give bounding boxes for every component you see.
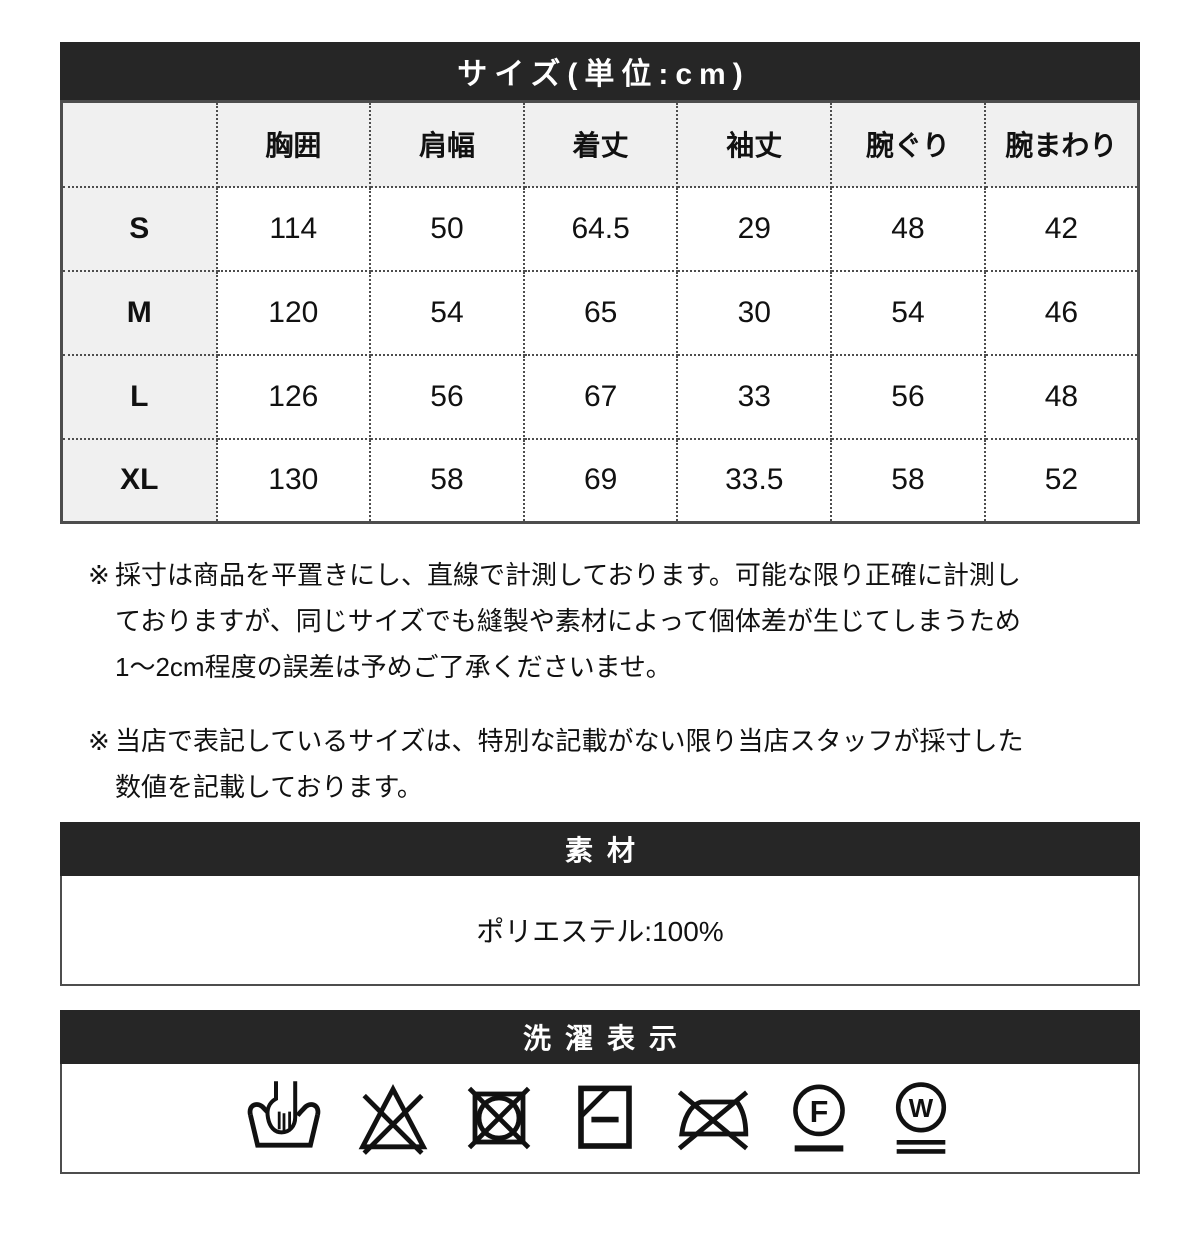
- note-line: 数値を記載しております。: [115, 772, 423, 802]
- size-value: 52: [983, 437, 1140, 524]
- size-value: 56: [369, 353, 525, 440]
- material-title-bar: 素材: [60, 822, 1140, 876]
- size-value: 30: [676, 269, 833, 356]
- note-marker: ※: [88, 560, 110, 590]
- do-not-iron-icon: [677, 1090, 749, 1151]
- dry-clean-letter: F: [810, 1095, 829, 1129]
- material-title: 素材: [564, 835, 649, 866]
- size-value: 33: [676, 353, 833, 440]
- size-value: 65: [522, 269, 679, 356]
- size-value: 69: [522, 437, 679, 524]
- care-title: 洗濯表示: [522, 1023, 691, 1054]
- size-value: 130: [215, 437, 372, 524]
- measurement-note: ※ 採寸は商品を平置きにし、直線で計測しております。可能な限り正確に計測し てお…: [88, 552, 1140, 690]
- note-marker: ※: [88, 726, 110, 756]
- table-row-l: L 126 56 67 33 56 48: [60, 353, 1140, 440]
- size-value: 48: [983, 353, 1140, 440]
- do-not-bleach-icon: [358, 1084, 428, 1155]
- table-row-xl: XL 130 58 69 33.5 58 52: [60, 437, 1140, 524]
- size-value: 67: [522, 353, 679, 440]
- table-row-s: S 114 50 64.5 29 48 42: [60, 185, 1140, 272]
- size-chart-title: サイズ(単位:cm): [457, 58, 750, 91]
- column-header-arm-circumference: 腕まわり: [983, 100, 1140, 188]
- size-value: 42: [983, 185, 1140, 272]
- size-value: 46: [983, 269, 1140, 356]
- size-value: 48: [830, 185, 986, 272]
- table-row-m: M 120 54 65 30 54 46: [60, 269, 1140, 356]
- wet-clean-letter: W: [909, 1095, 934, 1123]
- wet-clean-w-icon: W: [895, 1082, 947, 1154]
- column-header-sleeve: 袖丈: [676, 100, 833, 188]
- dry-clean-f-icon: F: [793, 1084, 845, 1152]
- column-header-chest: 胸囲: [215, 100, 372, 188]
- size-table-header-row: 胸囲 肩幅 着丈 袖丈 腕ぐり 腕まわり: [60, 100, 1140, 188]
- material-panel: ポリエステル:100%: [60, 876, 1140, 986]
- corner-cell: [60, 100, 218, 188]
- size-value: 29: [676, 185, 833, 272]
- size-value: 33.5: [676, 437, 833, 524]
- size-label: S: [60, 185, 218, 272]
- do-not-tumble-dry-icon: [467, 1086, 531, 1150]
- note-line: ておりますが、同じサイズでも縫製や素材によって個体差が生じてしまうため: [115, 606, 1021, 636]
- size-value: 64.5: [522, 185, 679, 272]
- size-label: L: [60, 353, 218, 440]
- size-spec-sheet: サイズ(単位:cm) 胸囲 肩幅 着丈 袖丈 腕ぐり 腕まわり S 114 50…: [60, 42, 1140, 1174]
- hand-wash-icon: [247, 1081, 321, 1148]
- material-value: ポリエステル:100%: [476, 916, 724, 947]
- size-value: 120: [215, 269, 372, 356]
- size-value: 126: [215, 353, 372, 440]
- size-value: 58: [369, 437, 525, 524]
- size-value: 56: [830, 353, 986, 440]
- column-header-armhole: 腕ぐり: [830, 100, 986, 188]
- column-header-shoulder: 肩幅: [369, 100, 525, 188]
- size-value: 114: [215, 185, 372, 272]
- care-symbols-panel: F W: [60, 1064, 1140, 1174]
- column-header-length: 着丈: [522, 100, 679, 188]
- size-chart-title-bar: サイズ(単位:cm): [60, 42, 1140, 100]
- size-table: 胸囲 肩幅 着丈 袖丈 腕ぐり 腕まわり S 114 50 64.5 29 48…: [60, 100, 1140, 524]
- size-value: 58: [830, 437, 986, 524]
- note-line: 1〜2cm程度の誤差は予めご了承くださいませ。: [115, 652, 672, 682]
- care-title-bar: 洗濯表示: [60, 1010, 1140, 1064]
- note-line: 採寸は商品を平置きにし、直線で計測しております。可能な限り正確に計測し: [115, 560, 1021, 590]
- size-value: 54: [830, 269, 986, 356]
- size-label: M: [60, 269, 218, 356]
- note-line: 当店で表記しているサイズは、特別な記載がない限り当店スタッフが採寸した: [115, 726, 1024, 756]
- size-label: XL: [60, 437, 218, 524]
- size-value: 50: [369, 185, 525, 272]
- dry-flat-in-shade-icon: [578, 1085, 632, 1149]
- size-value: 54: [369, 269, 525, 356]
- staff-measured-note: ※ 当店で表記しているサイズは、特別な記載がない限り当店スタッフが採寸した 数値…: [88, 718, 1140, 810]
